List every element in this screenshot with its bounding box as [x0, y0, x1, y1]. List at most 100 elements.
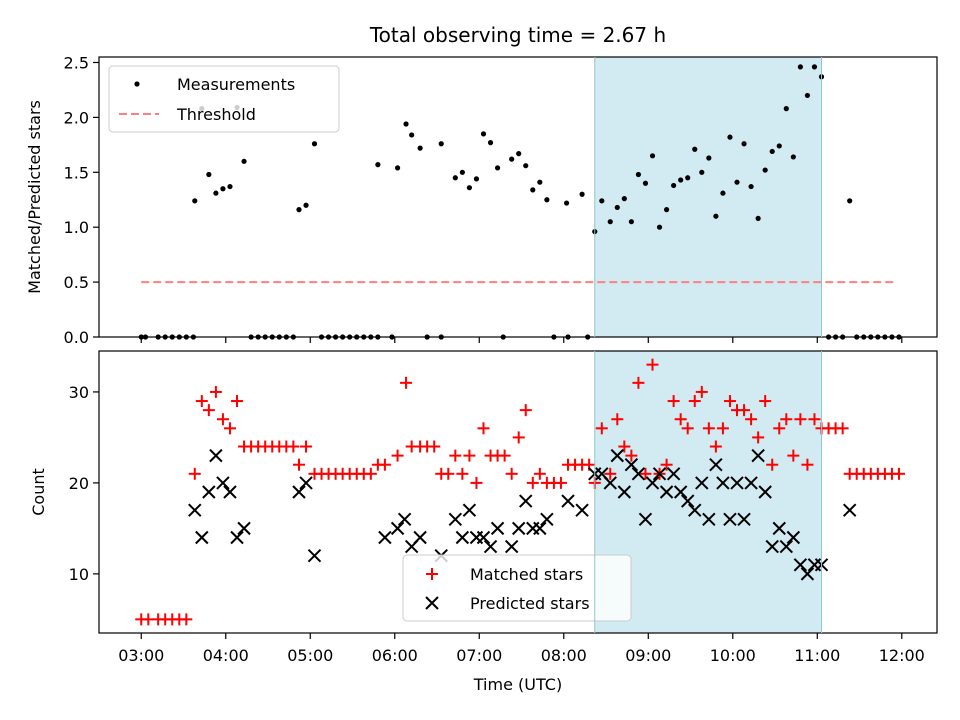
measurements-point	[241, 158, 247, 164]
matched-stars-point	[773, 422, 786, 435]
measurements-point	[649, 153, 656, 159]
matched-stars-point	[216, 413, 229, 426]
measurements-point	[473, 176, 480, 182]
measurements-point	[599, 198, 605, 204]
measurements-point	[303, 202, 309, 208]
legend-measurements-marker	[134, 81, 140, 87]
legend-matched-label: Matched stars	[470, 565, 583, 584]
top-plot-marks	[138, 64, 902, 340]
matched-stars-point	[604, 467, 617, 480]
predicted-stars-point	[793, 558, 808, 572]
predicted-stars-point	[765, 539, 779, 554]
legend-measurements-label: Measurements	[177, 75, 295, 94]
x-tick-label: 11:00	[794, 646, 840, 665]
measurements-point	[579, 191, 585, 197]
matched-stars-point	[223, 422, 236, 435]
predicted-stars-point	[723, 512, 737, 526]
measurements-point	[487, 140, 494, 146]
x-axis-label: Time (UTC)	[473, 675, 562, 694]
predicted-stars-point	[716, 476, 730, 490]
matched-stars-point	[449, 449, 462, 462]
matched-stars-point	[364, 467, 377, 480]
matched-stars-point	[639, 467, 652, 480]
top-plot-frame	[98, 56, 938, 338]
predicted-stars-point	[800, 567, 815, 581]
matched-stars-point	[801, 458, 814, 471]
predicted-stars-point	[744, 476, 758, 490]
predicted-stars-point	[751, 448, 765, 463]
bottom-y-axis-label: Count	[29, 468, 48, 516]
legend-predicted-marker	[425, 596, 439, 610]
bottom-axis-ticks: 03:00 04:00 05:00 06:00 07:00 08:00 09:00 10:00…	[69, 383, 925, 665]
measurements-point	[755, 215, 761, 222]
matched-stars-point	[292, 458, 305, 471]
predicted-stars-point	[533, 521, 547, 536]
top-y-tick-label: 2.5	[64, 53, 89, 72]
measurements-point	[734, 179, 740, 185]
bottom-observing-window	[594, 351, 822, 633]
matched-stars-point	[836, 422, 849, 435]
measurements-point	[741, 141, 747, 147]
x-tick-label: 03:00	[118, 646, 164, 665]
measurements-point	[776, 143, 782, 149]
matched-stars-point	[611, 413, 624, 426]
predicted-stars-point	[779, 539, 794, 554]
x-tick-label: 09:00	[625, 646, 671, 665]
measurements-point	[621, 196, 627, 202]
matched-stars-point	[709, 440, 722, 453]
predicted-stars-point	[462, 503, 477, 517]
matched-stars-point	[892, 467, 905, 480]
matched-stars-point	[794, 413, 807, 426]
matched-stars-point	[442, 467, 455, 480]
matched-stars-point	[463, 449, 476, 462]
measurements-point	[727, 134, 733, 140]
predicted-stars-point	[397, 512, 412, 526]
predicted-stars-point	[455, 530, 470, 545]
matched-stars-point	[808, 413, 821, 426]
matched-stars-point	[231, 395, 244, 408]
measurements-point	[607, 219, 613, 225]
top-panel: 0.0 0.5 1.0 1.5 2.0 2.5 Matched/Predicted sta…	[25, 53, 938, 347]
measurements-point	[394, 165, 401, 171]
x-tick-label: 04:00	[203, 646, 249, 665]
x-tick-label: 06:00	[372, 646, 418, 665]
predicted-stars-point	[223, 485, 237, 499]
measurements-point	[530, 187, 536, 193]
measurements-point	[516, 151, 522, 157]
matched-stars-point	[766, 458, 779, 471]
x-tick-label: 08:00	[541, 646, 587, 665]
predicted-stars-point	[617, 485, 632, 499]
matched-stars-point	[759, 395, 772, 408]
matched-stars-point	[202, 404, 215, 417]
predicted-stars-point	[216, 476, 230, 490]
predicted-stars-point	[695, 476, 709, 490]
measurements-point	[614, 204, 620, 211]
matched-stars-point	[618, 440, 631, 453]
matched-stars-point	[681, 422, 694, 435]
predicted-stars-point	[483, 539, 498, 554]
measurements-point	[537, 179, 543, 185]
predicted-stars-point	[519, 494, 533, 508]
predicted-stars-point	[230, 530, 244, 545]
predicted-stars-point	[307, 548, 322, 563]
bot-y-tick-label: 30	[69, 383, 89, 402]
measurements-point	[685, 175, 691, 181]
predicted-stars-point	[504, 539, 519, 554]
matched-stars-point	[498, 449, 511, 462]
predicted-stars-point	[448, 512, 463, 526]
top-axis-ticks: 0.0 0.5 1.0 1.5 2.0 2.5	[64, 53, 903, 347]
measurements-point	[790, 154, 796, 160]
legend-matched-marker	[426, 568, 438, 580]
measurements-point	[438, 141, 444, 147]
matched-stars-point	[688, 395, 701, 408]
matched-stars-point	[787, 449, 800, 462]
predicted-stars-point	[631, 467, 646, 481]
measurements-point	[409, 132, 415, 138]
measurements-point	[797, 64, 803, 70]
legend-predicted-label: Predicted stars	[470, 594, 590, 613]
bottom-plot-frame	[98, 350, 938, 634]
matched-stars-point	[646, 358, 659, 371]
predicted-stars-point	[292, 485, 306, 499]
measurements-point	[452, 175, 458, 181]
